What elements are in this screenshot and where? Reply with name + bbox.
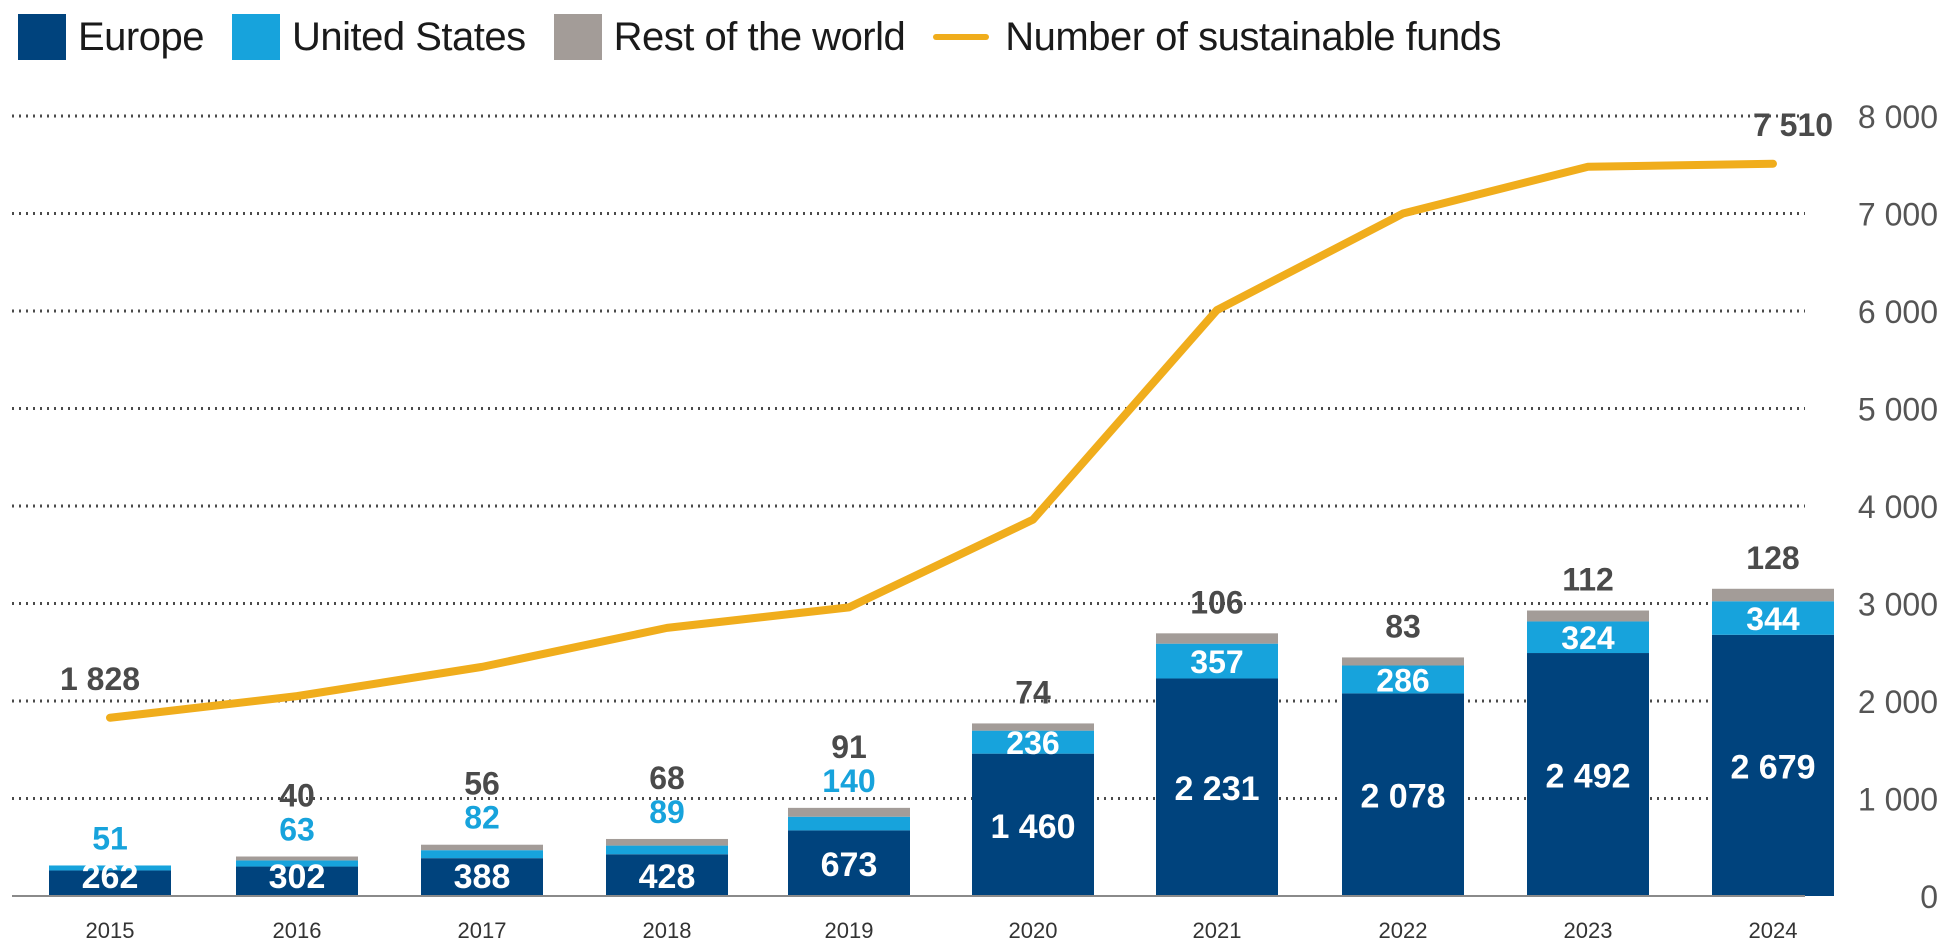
grid-layer — [12, 114, 1805, 800]
y-tick-label: 6 000 — [1858, 294, 1938, 330]
bar-rest-of-world — [1342, 657, 1464, 666]
data-label-united-states: 63 — [279, 812, 315, 848]
bar-europe — [1527, 653, 1649, 896]
bar-united-states — [49, 865, 171, 871]
bar-rest-of-world — [421, 844, 543, 851]
legend-swatch-line — [933, 34, 990, 40]
y-tick-label: 5 000 — [1858, 392, 1938, 428]
y-tick-label: 7 000 — [1858, 197, 1938, 233]
data-label-europe: 2 679 — [1730, 748, 1815, 786]
y-tick-label: 2 000 — [1858, 684, 1938, 720]
legend-label-us: United States — [291, 14, 526, 59]
bar-united-states — [1342, 665, 1464, 694]
bar-europe — [1712, 634, 1834, 896]
bar-united-states — [1156, 643, 1278, 679]
legend-label-rest: Rest of the world — [613, 14, 906, 59]
bar-europe — [236, 866, 358, 896]
x-tick-label: 2024 — [1749, 918, 1798, 943]
bar-rest-of-world — [1712, 588, 1834, 602]
legend-label-europe: Europe — [78, 14, 204, 59]
bar-europe — [1342, 693, 1464, 896]
data-label-rest-of-world: 74 — [1015, 674, 1051, 710]
data-label-rest-of-world: 106 — [1190, 584, 1243, 620]
line-layer — [106, 159, 1777, 722]
bar-europe — [788, 830, 910, 896]
data-label-united-states: 344 — [1746, 601, 1800, 637]
x-tick-label: 2022 — [1379, 918, 1428, 943]
bar-rest-of-world — [236, 856, 358, 861]
chart-legend: Europe United States Rest of the world N… — [18, 14, 1529, 60]
y-tick-label: 0 — [1920, 879, 1938, 915]
data-label-united-states: 89 — [649, 794, 685, 830]
y-tick-label: 4 000 — [1858, 489, 1938, 525]
data-label-europe: 262 — [82, 858, 139, 896]
data-label-europe: 388 — [454, 858, 511, 896]
legend-item-line: Number of sustainable funds — [933, 15, 1501, 60]
bar-europe — [606, 854, 728, 896]
axis-layer: 0 1 000 2 000 3 000 4 000 5 000 6 000 7 000 8 00… — [12, 99, 1938, 943]
data-label-europe: 2 078 — [1360, 778, 1445, 816]
x-tick-label: 2017 — [458, 918, 507, 943]
bar-rest-of-world — [788, 807, 910, 817]
y-tick-label: 1 000 — [1858, 782, 1938, 818]
bar-united-states — [606, 845, 728, 855]
x-tick-label: 2018 — [643, 918, 692, 943]
bar-united-states — [1527, 621, 1649, 654]
legend-item-us: United States — [231, 14, 526, 60]
data-label-united-states: 82 — [464, 800, 500, 836]
data-label-rest-of-world: 128 — [1746, 540, 1799, 576]
x-tick-label: 2023 — [1564, 918, 1613, 943]
bar-europe — [972, 753, 1094, 896]
data-label-united-states: 236 — [1006, 725, 1059, 761]
legend-swatch-europe — [18, 14, 66, 60]
x-tick-label: 2015 — [86, 918, 135, 943]
line-sustainable-funds — [106, 159, 1777, 722]
data-label-europe: 2 231 — [1174, 770, 1259, 808]
data-label-united-states: 357 — [1190, 644, 1243, 680]
bar-layer — [49, 588, 1834, 896]
data-label-united-states: 51 — [92, 820, 128, 856]
bar-rest-of-world — [1527, 610, 1649, 622]
legend-swatch-us — [231, 14, 280, 60]
data-label-rest-of-world: 112 — [1562, 562, 1614, 598]
x-tick-label: 2019 — [825, 918, 874, 943]
data-label-rest-of-world: 56 — [464, 766, 500, 802]
y-tick-label: 3 000 — [1858, 587, 1938, 623]
data-label-europe: 1 460 — [990, 808, 1075, 846]
x-tick-label: 2021 — [1193, 918, 1242, 943]
bar-rest-of-world — [606, 838, 728, 846]
x-tick-label: 2020 — [1009, 918, 1058, 943]
data-label-united-states: 324 — [1561, 620, 1615, 656]
data-label-line: 7 510 — [1753, 107, 1833, 143]
legend-label-line: Number of sustainable funds — [1005, 14, 1501, 59]
data-label-united-states: 140 — [822, 763, 875, 799]
bar-rest-of-world — [1156, 633, 1278, 644]
bar-europe — [1156, 678, 1278, 896]
bar-united-states — [788, 816, 910, 831]
data-label-line: 1 828 — [60, 661, 140, 697]
legend-item-europe: Europe — [18, 14, 204, 60]
legend-swatch-rest — [553, 14, 602, 60]
data-label-rest-of-world: 68 — [649, 760, 685, 796]
bar-united-states — [972, 730, 1094, 754]
bar-united-states — [236, 860, 358, 867]
y-tick-label: 8 000 — [1858, 99, 1938, 135]
bar-rest-of-world — [972, 723, 1094, 731]
data-label-rest-of-world: 83 — [1385, 608, 1421, 644]
data-label-europe: 302 — [269, 858, 326, 896]
bar-europe — [421, 858, 543, 896]
data-label-united-states: 286 — [1376, 662, 1429, 698]
data-label-europe: 428 — [639, 858, 696, 896]
x-tick-label: 2016 — [273, 918, 322, 943]
legend-item-rest: Rest of the world — [553, 14, 906, 60]
bar-united-states — [421, 850, 543, 859]
data-label-rest-of-world: 91 — [831, 729, 867, 765]
data-label-europe: 673 — [821, 846, 878, 884]
data-label-rest-of-world: 40 — [279, 778, 315, 814]
bar-europe — [49, 870, 171, 896]
bar-united-states — [1712, 601, 1834, 635]
data-label-europe: 2 492 — [1545, 758, 1630, 796]
